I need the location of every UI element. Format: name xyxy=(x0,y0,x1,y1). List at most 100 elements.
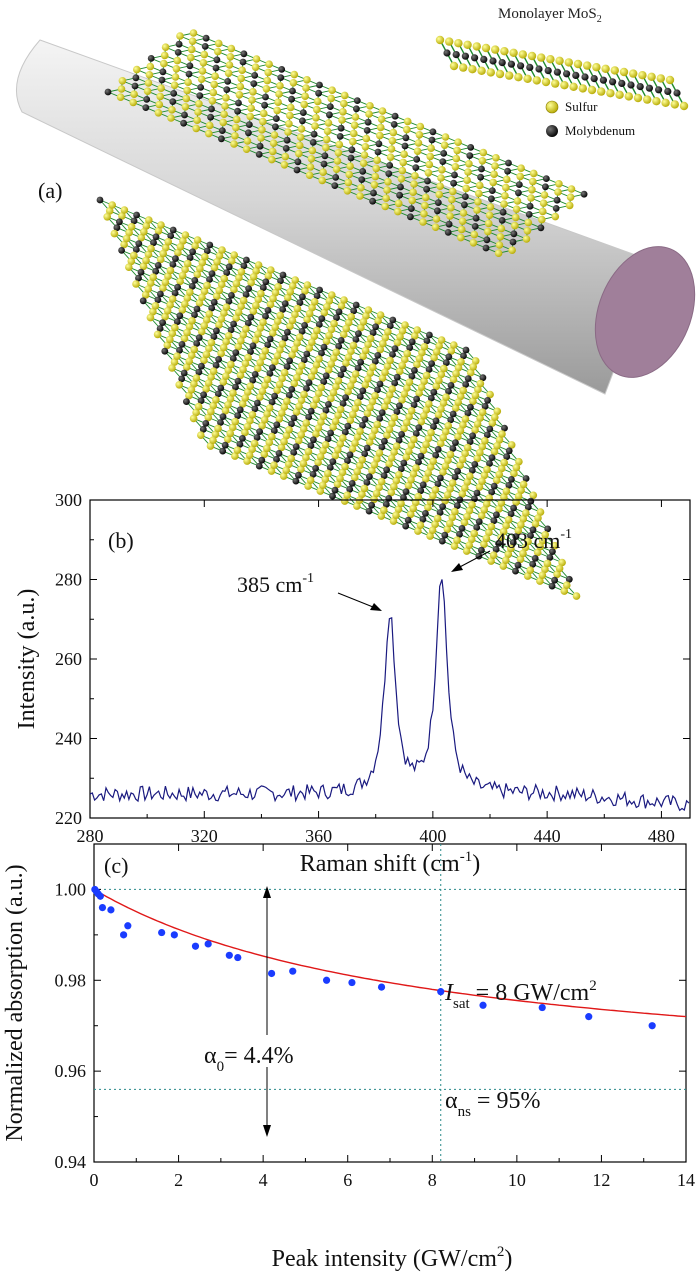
bottom-sheet-sulfur-atom xyxy=(267,266,275,274)
sulfur-legend-label: Sulfur xyxy=(565,99,598,114)
bottom-sheet-sulfur-atom xyxy=(420,377,428,386)
bottom-sheet-sulfur-atom xyxy=(336,405,345,414)
bottom-sheet-sulfur-atom xyxy=(144,285,152,293)
top-sheet-sulfur-atom xyxy=(226,53,235,61)
bottom-sheet-molybdenum-atom xyxy=(315,321,323,328)
bottom-sheet-sulfur-atom xyxy=(316,452,325,461)
bottom-sheet-sulfur-atom xyxy=(215,252,224,260)
inset-sulfur-atom xyxy=(597,87,606,96)
bottom-sheet-sulfur-atom xyxy=(157,221,165,229)
bottom-sheet-molybdenum-atom xyxy=(228,292,235,299)
top-sheet-molybdenum-atom xyxy=(428,136,436,144)
bottom-sheet-sulfur-atom xyxy=(200,287,209,296)
top-sheet-sulfur-atom xyxy=(249,88,257,96)
bottom-sheet-molybdenum-atom xyxy=(219,413,227,420)
bottom-sheet-sulfur-atom xyxy=(536,508,545,516)
top-sheet-sulfur-atom xyxy=(221,102,229,110)
bottom-sheet-sulfur-atom xyxy=(357,323,365,332)
bottom-sheet-molybdenum-atom xyxy=(137,268,145,276)
bottom-sheet-sulfur-atom xyxy=(361,381,370,389)
bottom-sheet-sulfur-atom xyxy=(370,426,379,435)
top-sheet-sulfur-atom xyxy=(157,84,165,92)
top-sheet-sulfur-atom xyxy=(527,194,535,202)
bottom-sheet-sulfur-atom xyxy=(159,284,167,292)
data-point xyxy=(322,976,331,984)
bottom-sheet-molybdenum-atom xyxy=(249,342,257,350)
bottom-sheet-sulfur-atom xyxy=(512,463,521,472)
bottom-sheet-molybdenum-atom xyxy=(483,431,491,439)
top-sheet-sulfur-atom xyxy=(187,45,196,54)
top-sheet-sulfur-atom xyxy=(307,155,316,163)
bottom-sheet-sulfur-atom xyxy=(254,295,263,304)
top-sheet-sulfur-atom xyxy=(160,59,168,68)
bottom-sheet-molybdenum-atom xyxy=(417,487,425,495)
bottom-sheet-sulfur-atom xyxy=(200,322,208,330)
bottom-sheet-sulfur-atom xyxy=(310,298,319,306)
bottom-sheet-sulfur-atom xyxy=(390,482,398,491)
bottom-sheet-molybdenum-atom xyxy=(359,387,367,395)
top-sheet-sulfur-atom xyxy=(161,43,170,51)
bottom-sheet-sulfur-atom xyxy=(344,318,353,327)
top-sheet-molybdenum-atom xyxy=(461,201,468,209)
bottom-sheet-molybdenum-atom xyxy=(169,261,177,268)
top-sheet-sulfur-atom xyxy=(470,230,479,239)
top-sheet-sulfur-atom xyxy=(230,140,238,148)
bottom-sheet-molybdenum-atom xyxy=(488,454,496,461)
x-tick-label-b: 480 xyxy=(648,826,675,846)
top-sheet-molybdenum-atom xyxy=(131,82,139,90)
bottom-sheet-molybdenum-atom xyxy=(271,392,278,400)
top-sheet-molybdenum-atom xyxy=(347,154,355,162)
top-sheet-molybdenum-atom xyxy=(272,115,280,122)
y-tick-label-c: 1.00 xyxy=(55,879,87,899)
bottom-sheet-molybdenum-atom xyxy=(195,368,203,376)
bottom-sheet-molybdenum-atom xyxy=(368,501,375,509)
bottom-sheet-sulfur-atom xyxy=(273,386,281,395)
bottom-sheet-sulfur-atom xyxy=(228,423,237,432)
bottom-sheet-molybdenum-atom xyxy=(549,548,556,555)
bottom-sheet-sulfur-atom xyxy=(210,263,219,272)
bottom-sheet-molybdenum-atom xyxy=(303,385,310,392)
bottom-sheet-sulfur-atom xyxy=(323,303,331,311)
top-sheet-molybdenum-atom xyxy=(483,236,491,244)
top-sheet-sulfur-atom xyxy=(205,129,213,138)
bottom-sheet-molybdenum-atom xyxy=(264,341,272,349)
bottom-sheet-sulfur-atom xyxy=(176,277,184,286)
bottom-sheet-sulfur-atom xyxy=(231,417,239,426)
bottom-sheet-sulfur-atom xyxy=(223,435,232,444)
inset-sulfur-atom xyxy=(472,42,481,51)
data-point xyxy=(377,983,386,991)
bottom-sheet-molybdenum-atom xyxy=(202,420,210,427)
bottom-sheet-sulfur-atom xyxy=(276,311,285,320)
top-sheet-molybdenum-atom xyxy=(552,205,560,212)
top-sheet-molybdenum-atom xyxy=(218,135,225,143)
bottom-sheet-molybdenum-atom xyxy=(96,196,104,204)
bottom-sheet-sulfur-atom xyxy=(239,365,247,374)
top-sheet-sulfur-atom xyxy=(313,105,321,114)
top-sheet-molybdenum-atom xyxy=(169,98,177,105)
top-sheet-molybdenum-atom xyxy=(390,121,398,128)
bottom-sheet-molybdenum-atom xyxy=(410,401,418,409)
bottom-sheet-sulfur-atom xyxy=(351,370,360,378)
bottom-sheet-sulfur-atom xyxy=(125,228,133,237)
inset-sulfur-atom xyxy=(523,74,532,84)
top-sheet-sulfur-atom xyxy=(258,126,266,134)
bottom-sheet-molybdenum-atom xyxy=(400,494,407,501)
data-point xyxy=(234,953,242,962)
bottom-sheet-sulfur-atom xyxy=(295,402,303,411)
bottom-sheet-molybdenum-atom xyxy=(337,371,345,379)
bottom-sheet-molybdenum-atom xyxy=(268,398,276,406)
top-sheet-sulfur-atom xyxy=(274,98,282,106)
top-sheet-molybdenum-atom xyxy=(482,244,490,252)
top-sheet-molybdenum-atom xyxy=(504,167,511,175)
top-sheet-sulfur-atom xyxy=(340,99,348,108)
top-sheet-molybdenum-atom xyxy=(224,78,232,85)
bottom-sheet-molybdenum-atom xyxy=(548,582,556,590)
bottom-sheet-molybdenum-atom xyxy=(374,352,382,359)
bottom-sheet-sulfur-atom xyxy=(164,272,172,281)
bottom-sheet-sulfur-atom xyxy=(355,461,364,470)
inset-molybdenum-atom xyxy=(461,52,469,60)
bottom-sheet-sulfur-atom xyxy=(365,438,374,446)
bottom-sheet-molybdenum-atom xyxy=(406,344,414,352)
bottom-sheet-sulfur-atom xyxy=(461,449,469,458)
bottom-sheet-sulfur-atom xyxy=(410,332,419,340)
